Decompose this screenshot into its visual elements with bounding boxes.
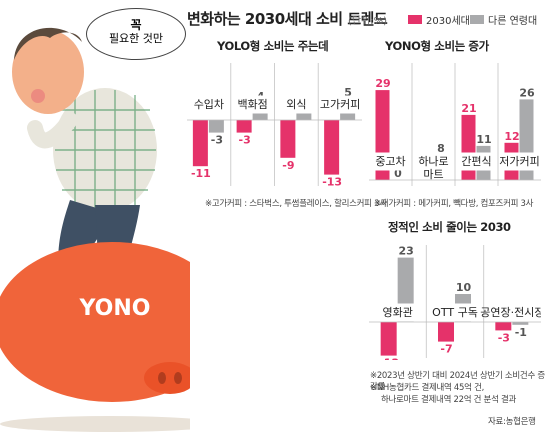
static-label-0-value-others: 23: [399, 245, 414, 258]
pig-label: YONO: [79, 296, 151, 321]
yono-category-3: 저가커피: [499, 155, 539, 168]
legend-swatch-others: [470, 15, 484, 24]
footnote-2: ※NH농협카드 결제내역 45억 건,: [370, 383, 484, 393]
yolo-label-3-value-2030: -13: [322, 176, 342, 188]
yono-category-box-1: [416, 152, 451, 184]
static-label-2-value-2030: -3: [498, 331, 510, 344]
legend-swatch-2030: [408, 15, 422, 24]
static-label-0-value-2030: -12: [379, 357, 399, 360]
yolo-category-box-1: [234, 95, 272, 114]
static-category-1: OTT 구독: [432, 306, 478, 319]
yolo-bar-0-2030: [192, 120, 208, 167]
yono-category-2: 간편식: [461, 155, 491, 168]
yono-note: ※저가커피 : 메가커피, 빽다방, 컴포즈커피 3사: [374, 199, 534, 209]
pig-snout: [144, 362, 190, 394]
static-panel-title: 정적인 소비 줄이는 2030: [388, 220, 511, 234]
footnote-3: 하나로마트 결제내역 22억 건 분석 결과: [381, 395, 517, 405]
yolo-label-1-value-2030: -3: [239, 134, 251, 147]
legend-item-2030: 2030세대: [408, 12, 470, 27]
yolo-bar-1-2030: [236, 120, 252, 133]
static-label-1-value-others: 10: [456, 281, 472, 294]
yolo-bar-2-2030: [280, 120, 296, 158]
bubble-line-2: 필요한 것만: [108, 32, 164, 45]
static-category-2: 공연장·전시장: [480, 306, 541, 319]
yolo-label-0-value-others: -3: [211, 134, 223, 147]
legend-label-2030: 2030세대: [426, 16, 470, 27]
legend-item-others: 다른 연령대: [470, 12, 537, 27]
source-label: 자료:농협은행: [488, 417, 536, 427]
static-category-box-0: [378, 303, 418, 322]
yolo-label-0-value-2030: -11: [191, 167, 211, 180]
static-bar-1-2030: [438, 322, 454, 342]
yolo-category-box-2: [277, 95, 315, 114]
yono-label-0-value-others: 0: [394, 167, 402, 180]
shirt-pattern: [55, 90, 156, 210]
yono-chart: 290중고차58하나로마트2111간편식1226저가커피: [369, 63, 541, 186]
yolo-category-box-0: [190, 95, 228, 114]
pig-shadow: [0, 416, 190, 432]
footnote-1: ※2023년 상반기 대비 2024년 상반기 소비건수 증감률: [370, 371, 545, 392]
static-bar-2-2030: [495, 322, 512, 331]
yono-category-1: 하나로: [418, 154, 448, 168]
man-hair: [14, 27, 82, 60]
yolo-category-2: 외식: [286, 98, 306, 111]
yolo-bar-0-others: [208, 120, 224, 133]
yolo-label-2-value-2030: -9: [282, 159, 294, 172]
yono-label-3-value-2030: 12: [504, 130, 519, 143]
yono-category-box-2: [459, 152, 494, 171]
yono-label-2-value-others: 11: [476, 133, 491, 146]
static-category-box-2: [492, 303, 532, 322]
man-head: [12, 30, 84, 114]
static-label-1-value-2030: -7: [440, 343, 452, 356]
static-chart: -12 23 영화관 -7 10 OTT 구독 -3 -1 공연장·전시장: [369, 245, 541, 360]
pig-body: [0, 242, 190, 402]
static-category-box-1: [435, 303, 475, 322]
illustration: YONO: [0, 27, 190, 432]
bubble-line-1: 꼭: [130, 18, 142, 32]
yolo-category-1: 백화점: [237, 98, 267, 111]
legend-label-others: 다른 연령대: [488, 16, 538, 27]
yono-category-box-0: [373, 152, 408, 171]
yolo-panel-title: YOLO형 소비는 주는데: [217, 39, 329, 53]
yono-category-1: 마트: [423, 168, 443, 181]
static-bar-2-others: [512, 322, 529, 325]
yono-label-0-value-2030: 29: [375, 77, 390, 90]
yono-category-box-3: [502, 152, 537, 171]
yolo-label-3-value-others: 5: [344, 86, 352, 99]
static-category-0: 영화관: [382, 306, 412, 319]
yono-label-1-value-others: 8: [437, 142, 445, 155]
page-title: 변화하는 2030세대 소비 트렌드: [187, 10, 388, 28]
static-label-2-value-others: -1: [515, 326, 527, 339]
unit-label: (단위:%): [348, 16, 388, 27]
yolo-bar-3-2030: [324, 120, 340, 175]
yolo-note: ※고가커피 : 스타벅스, 투썸플레이스, 할리스커피 3사: [205, 199, 387, 209]
man-arm: [27, 112, 78, 149]
yono-panel-title: YONO형 소비는 증가: [385, 39, 489, 53]
yolo-category-3: 고가커피: [320, 98, 360, 111]
yono-label-3-value-others: 26: [519, 86, 535, 99]
thought-bubble: 꼭 필요한 것만: [86, 8, 186, 60]
yono-category-0: 중고차: [375, 155, 405, 168]
yono-label-2-value-2030: 21: [461, 102, 476, 115]
yolo-category-box-3: [321, 95, 359, 114]
static-bar-0-2030: [380, 322, 397, 356]
yolo-category-0: 수입차: [194, 98, 224, 111]
